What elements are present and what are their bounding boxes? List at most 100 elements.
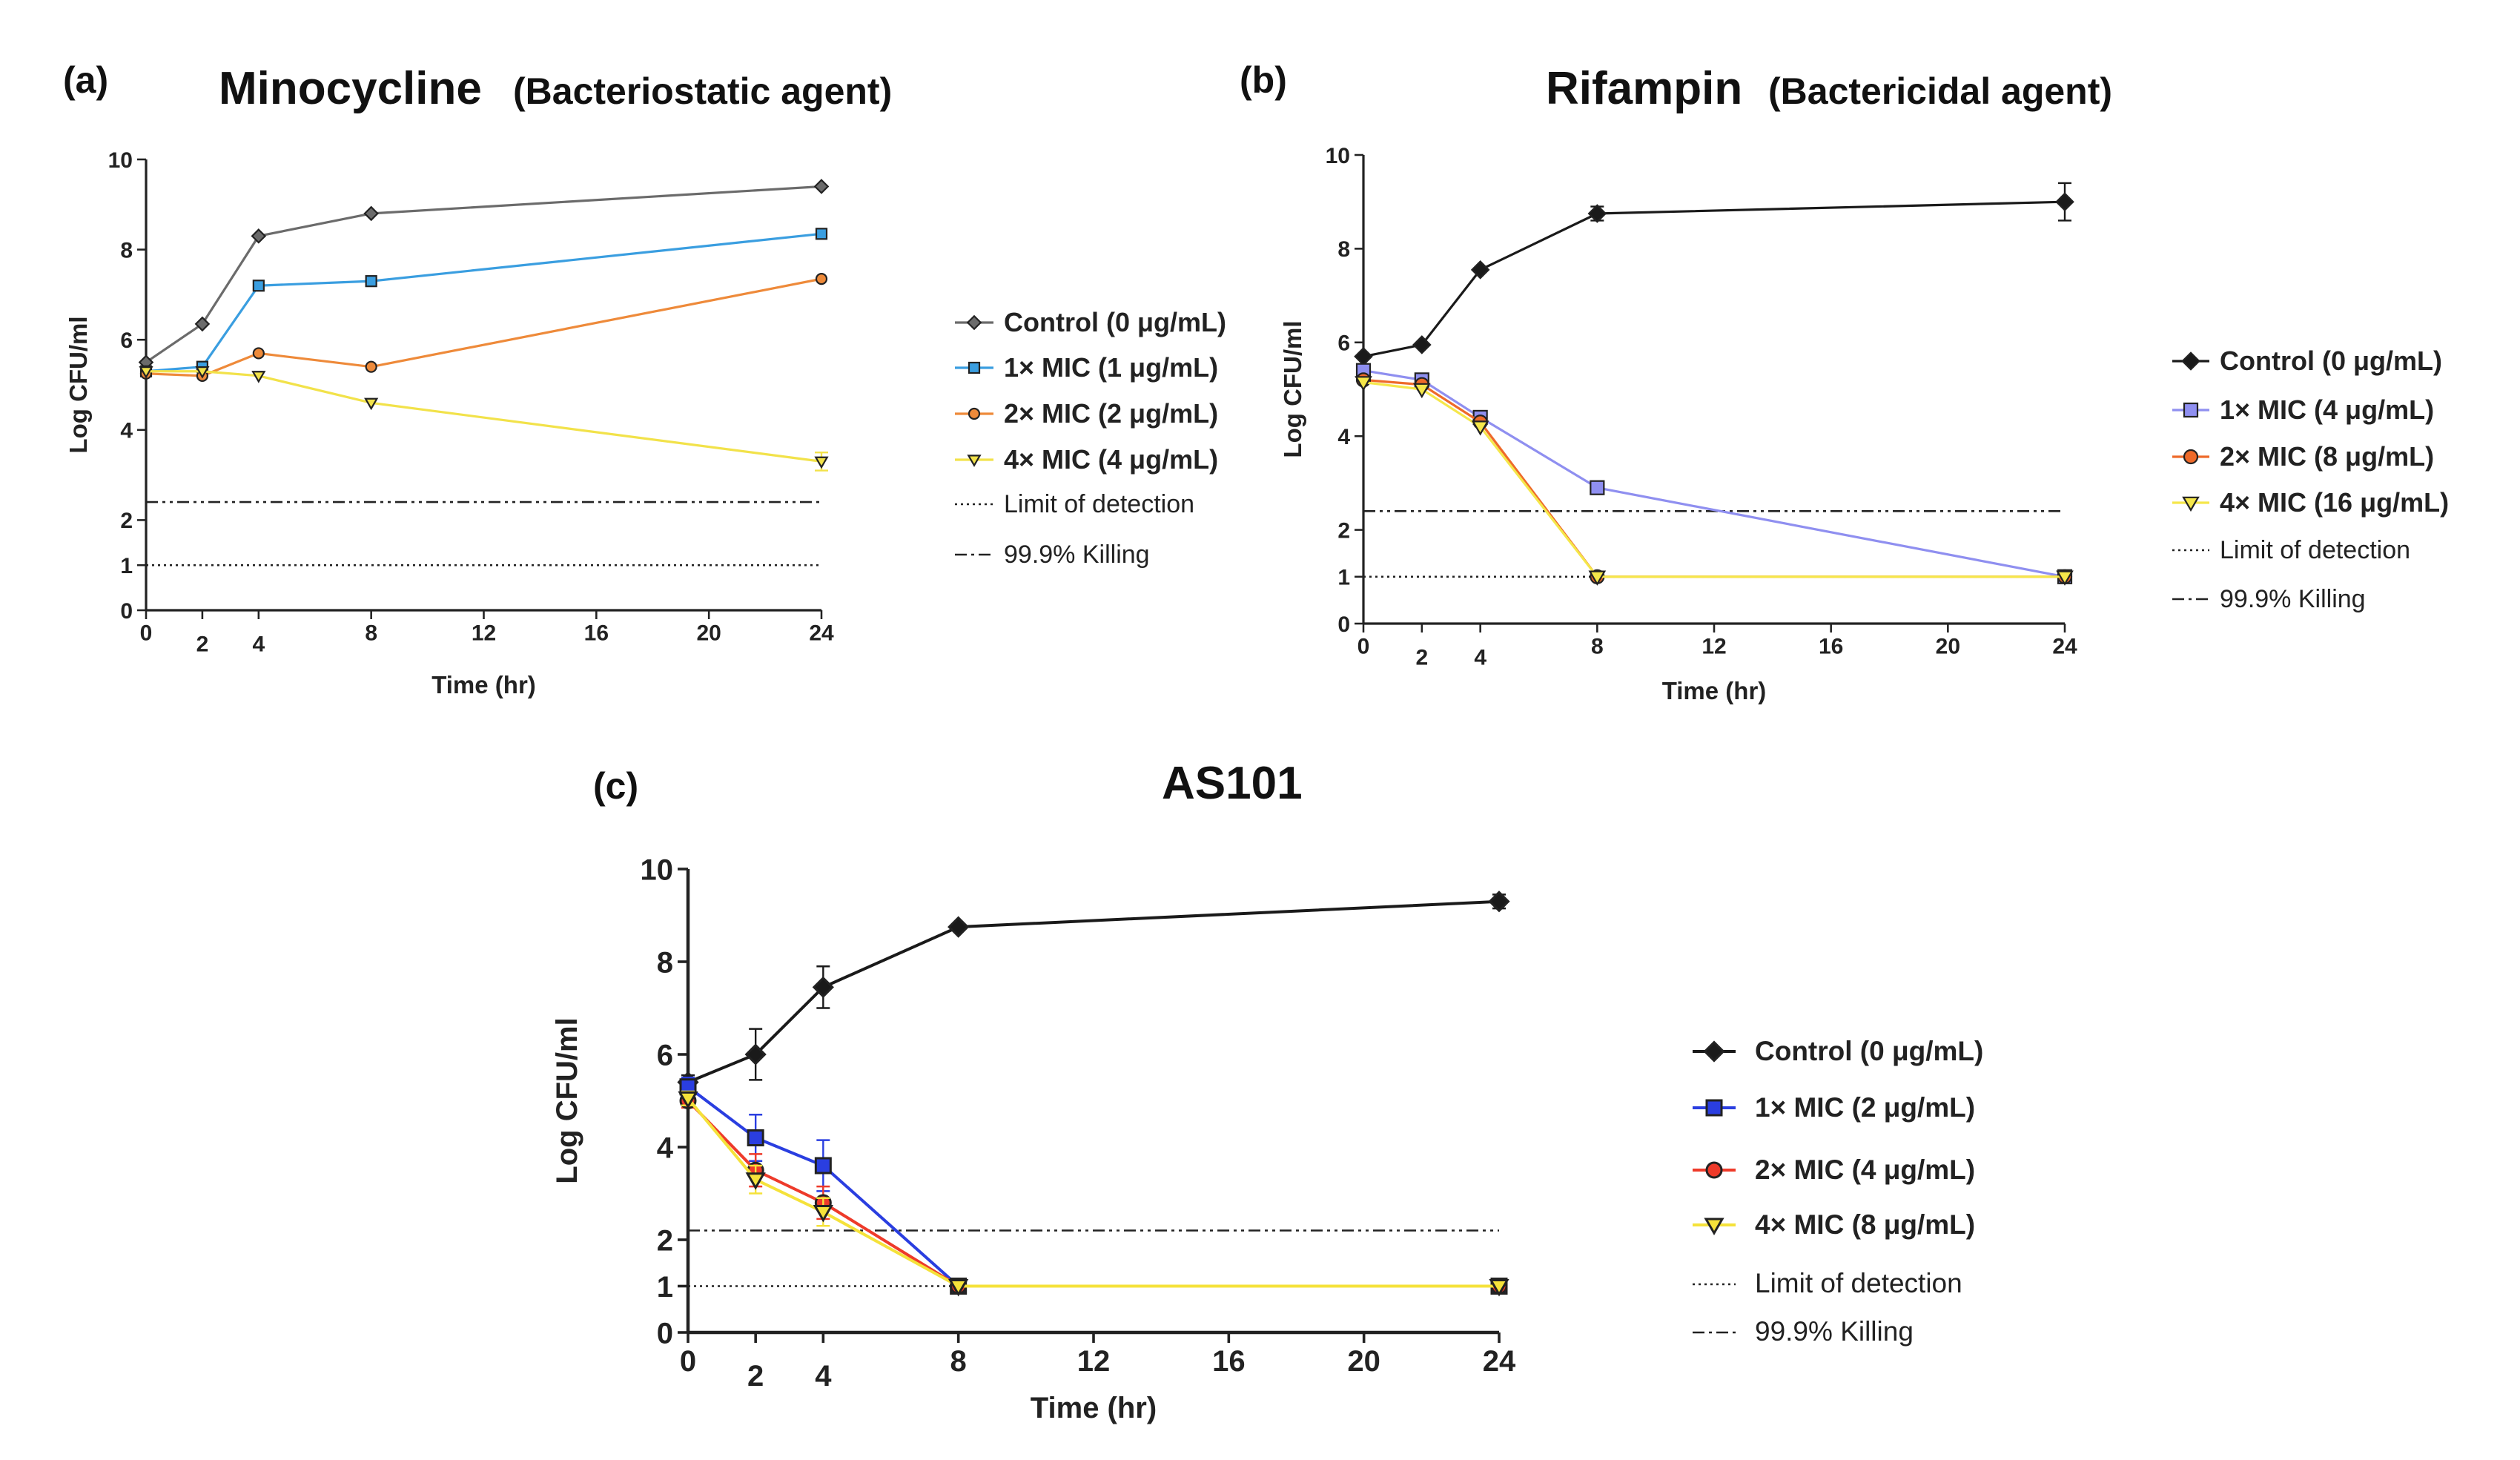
data-point xyxy=(745,1172,766,1190)
panel-b-title: Rifampin xyxy=(1546,63,1742,114)
data-point xyxy=(1488,891,1510,913)
legend-swatch-marker xyxy=(966,314,982,331)
y-tick-label: 4 xyxy=(657,1132,674,1164)
y-tick-label: 2 xyxy=(120,509,133,533)
legend: Control (0 μg/mL) 1× MIC (1 μg/mL) 2× MIC … xyxy=(955,307,1226,569)
y-tick-label: 10 xyxy=(641,853,674,886)
series-1 xyxy=(139,228,828,377)
legend-swatch-marker xyxy=(968,361,981,374)
y-tick-label: 0 xyxy=(1337,612,1350,637)
y-tick-label: 6 xyxy=(657,1039,673,1071)
series-2 xyxy=(679,1092,1508,1295)
y-tick-label: 0 xyxy=(120,599,133,624)
data-point xyxy=(1470,260,1490,280)
legend-label: 1× MIC (4 μg/mL) xyxy=(2220,394,2434,425)
panel-b: (b) Rifampin (Bactericidal agent) xyxy=(1240,59,2112,114)
x-tick-label: 2 xyxy=(747,1360,764,1393)
data-point xyxy=(1587,204,1607,223)
series-line xyxy=(146,370,822,463)
series-3 xyxy=(678,1090,1509,1297)
y-tick-label: 2 xyxy=(1337,518,1350,543)
x-axis-label: Time (hr) xyxy=(1031,1392,1157,1424)
series-line xyxy=(687,899,1500,1084)
y-tick-label: 6 xyxy=(1337,331,1350,356)
data-point xyxy=(1588,570,1607,586)
legend-label: Control (0 μg/mL) xyxy=(2220,346,2442,376)
series-1 xyxy=(1355,363,2073,584)
x-tick-label: 16 xyxy=(1819,635,1843,659)
legend-swatch-marker xyxy=(1703,1040,1725,1063)
series-1 xyxy=(679,1077,1508,1295)
y-tick-label: 10 xyxy=(1326,144,1350,168)
x-tick-label: 20 xyxy=(1936,635,1960,659)
data-point xyxy=(813,1205,833,1223)
data-point xyxy=(1354,346,1373,366)
legend-label: 99.9% Killing xyxy=(2220,585,2366,613)
x-axis-label: Time (hr) xyxy=(1662,677,1767,704)
legend-label: 99.9% Killing xyxy=(1004,541,1150,569)
series-line xyxy=(145,185,822,363)
legend-label: Limit of detection xyxy=(1755,1268,1962,1298)
legend-swatch-marker xyxy=(968,407,981,420)
data-point xyxy=(813,179,830,194)
legend-label: 4× MIC (4 μg/mL) xyxy=(1004,444,1218,475)
x-tick-label: 0 xyxy=(1357,635,1370,659)
legend-label: 2× MIC (2 μg/mL) xyxy=(1004,398,1218,429)
legend-label: 99.9% Killing xyxy=(1755,1316,1914,1347)
x-tick-label: 4 xyxy=(1474,646,1486,670)
panel-b-subtitle: (Bactericidal agent) xyxy=(1768,70,2112,112)
x-tick-label: 24 xyxy=(2052,635,2077,659)
panel-a-subtitle: (Bacteriostatic agent) xyxy=(513,70,892,112)
series-3 xyxy=(139,366,829,472)
x-tick-label: 0 xyxy=(680,1345,696,1378)
y-tick-label: 8 xyxy=(657,946,673,979)
x-tick-label: 12 xyxy=(472,621,496,646)
legend: Control (0 μg/mL) 1× MIC (2 μg/mL) 2× MIC … xyxy=(1693,1036,1983,1347)
legend: Control (0 μg/mL) 1× MIC (4 μg/mL) 2× MIC … xyxy=(2172,346,2449,613)
y-tick-label: 8 xyxy=(120,238,133,262)
data-point xyxy=(1355,376,1372,392)
data-point xyxy=(1471,420,1489,436)
x-tick-label: 20 xyxy=(696,621,721,646)
x-tick-label: 12 xyxy=(1077,1345,1111,1378)
legend-label: Limit of detection xyxy=(2220,536,2410,564)
data-point xyxy=(1412,335,1432,354)
legend-swatch-marker xyxy=(2183,449,2199,465)
x-tick-label: 16 xyxy=(1212,1345,1246,1378)
data-point xyxy=(814,456,829,469)
x-tick-label: 4 xyxy=(252,632,265,657)
x-tick-label: 0 xyxy=(140,621,153,646)
x-tick-label: 2 xyxy=(1415,646,1428,670)
legend-swatch-marker xyxy=(967,455,982,467)
data-point xyxy=(364,397,379,411)
data-point xyxy=(251,371,266,383)
legend-label: Limit of detection xyxy=(1004,490,1194,518)
series-line xyxy=(687,1086,1499,1288)
x-tick-label: 8 xyxy=(365,621,377,646)
y-tick-label: 10 xyxy=(108,148,133,173)
series-line xyxy=(145,277,822,377)
data-point xyxy=(1413,383,1431,399)
legend-label: Control (0 μg/mL) xyxy=(1755,1036,1983,1066)
y-tick-label: 6 xyxy=(120,328,133,353)
legend-label: 4× MIC (16 μg/mL) xyxy=(2220,487,2449,518)
x-tick-label: 20 xyxy=(1347,1345,1380,1378)
x-tick-label: 24 xyxy=(809,621,834,646)
legend-label: 2× MIC (8 μg/mL) xyxy=(2220,441,2434,472)
x-tick-label: 8 xyxy=(950,1345,967,1378)
y-tick-label: 0 xyxy=(657,1317,673,1350)
legend-swatch-marker xyxy=(2183,402,2199,418)
series-0 xyxy=(138,179,830,370)
data-point xyxy=(252,280,265,292)
panel-c-letter: (c) xyxy=(593,765,638,807)
legend-swatch-marker xyxy=(1705,1099,1723,1117)
series-0 xyxy=(1354,182,2074,366)
data-point xyxy=(252,347,265,360)
data-point xyxy=(363,205,379,222)
x-axis-label: Time (hr) xyxy=(431,671,536,698)
panel-b-letter: (b) xyxy=(1240,59,1287,101)
data-point xyxy=(948,916,970,938)
data-point xyxy=(195,366,210,379)
